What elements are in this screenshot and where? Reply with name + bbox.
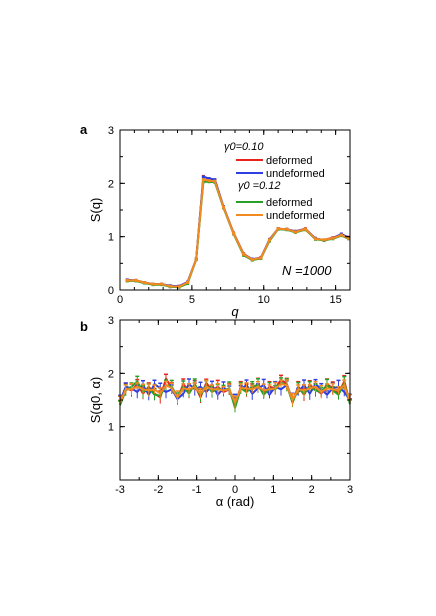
- x-axis-label: q: [231, 304, 239, 319]
- y-tick-label: 1: [108, 232, 114, 244]
- data-point: [232, 231, 236, 235]
- panel-b: b -3 -2 -1 0 1 2 3 1 2 3 α (rad) S(q0, α): [80, 315, 353, 509]
- data-point: [186, 281, 190, 285]
- x-tick-label: 3: [347, 484, 353, 496]
- data-point: [285, 227, 289, 231]
- data-point: [142, 281, 146, 285]
- x-tick-label: -1: [192, 484, 202, 496]
- data-point: [314, 237, 317, 241]
- data-point: [222, 205, 225, 209]
- data-point: [293, 230, 297, 234]
- data-point: [207, 179, 211, 183]
- data-point: [201, 175, 205, 179]
- x-axis-label: α (rad): [216, 494, 255, 509]
- panel-b-series: [118, 373, 352, 413]
- data-point: [177, 285, 181, 289]
- data-point: [250, 258, 254, 262]
- data-point: [194, 257, 198, 261]
- x-tick-label: 15: [330, 294, 342, 306]
- data-point: [134, 278, 138, 282]
- data-point: [160, 282, 164, 286]
- y-axis-label: S(q0, α): [88, 377, 103, 424]
- data-point: [213, 178, 217, 182]
- x-tick-label: -3: [115, 484, 125, 496]
- y-tick-label: 3: [108, 125, 114, 137]
- x-tick-label: 5: [189, 294, 195, 306]
- data-point: [303, 227, 307, 231]
- y-tick-label: 0: [108, 285, 114, 297]
- panel-a: a 0 5 10 15 0 1 2 3 q S(q) γ0=0.10 deformed undef…: [80, 122, 351, 319]
- data-point: [168, 284, 172, 288]
- x-tick-label: 0: [117, 294, 123, 306]
- data-point: [268, 238, 271, 242]
- y-tick-label: 2: [108, 178, 114, 190]
- data-point: [242, 252, 246, 256]
- y-axis-label: S(q): [88, 198, 103, 223]
- panel-label-a: a: [80, 122, 88, 137]
- data-point: [339, 233, 343, 237]
- legend-entry-1-2: undeformed: [266, 168, 325, 180]
- panel-label-b: b: [80, 319, 88, 334]
- y-tick-label: 1: [108, 422, 114, 434]
- legend-entry-1-1: deformed: [266, 155, 312, 167]
- panel-a-axes: 0 5 10 15 0 1 2 3 q S(q): [88, 125, 351, 319]
- data-point: [213, 179, 217, 183]
- x-tick-label: 2: [309, 484, 315, 496]
- legend-entry-2-2: undeformed: [266, 210, 325, 222]
- x-tick-label: -2: [153, 484, 163, 496]
- data-point: [276, 227, 280, 231]
- x-tick-label: 10: [258, 294, 270, 306]
- panel-a-series: [125, 174, 351, 289]
- data-point: [125, 278, 129, 282]
- annotation-n: N =1000: [282, 263, 332, 278]
- data-point: [347, 236, 351, 240]
- data-point: [201, 178, 205, 182]
- legend-heading-1: γ0=0.10: [224, 141, 264, 153]
- panel-b-axes: -3 -2 -1 0 1 2 3 1 2 3 α (rad) S(q0, α): [88, 315, 353, 509]
- x-tick-label: 1: [270, 484, 276, 496]
- data-point: [259, 256, 263, 260]
- panel-a-legend: γ0=0.10 deformed undeformed γ0 =0.12 def…: [224, 141, 325, 222]
- y-tick-label: 3: [108, 315, 114, 327]
- data-point: [331, 236, 335, 240]
- data-point: [207, 177, 211, 181]
- y-tick-label: 2: [108, 368, 114, 380]
- x-tick-label: 0: [232, 484, 238, 496]
- data-point: [322, 238, 326, 242]
- data-point: [151, 282, 155, 286]
- legend-entry-2-1: deformed: [266, 197, 312, 209]
- legend-heading-2: γ0 =0.12: [238, 180, 281, 192]
